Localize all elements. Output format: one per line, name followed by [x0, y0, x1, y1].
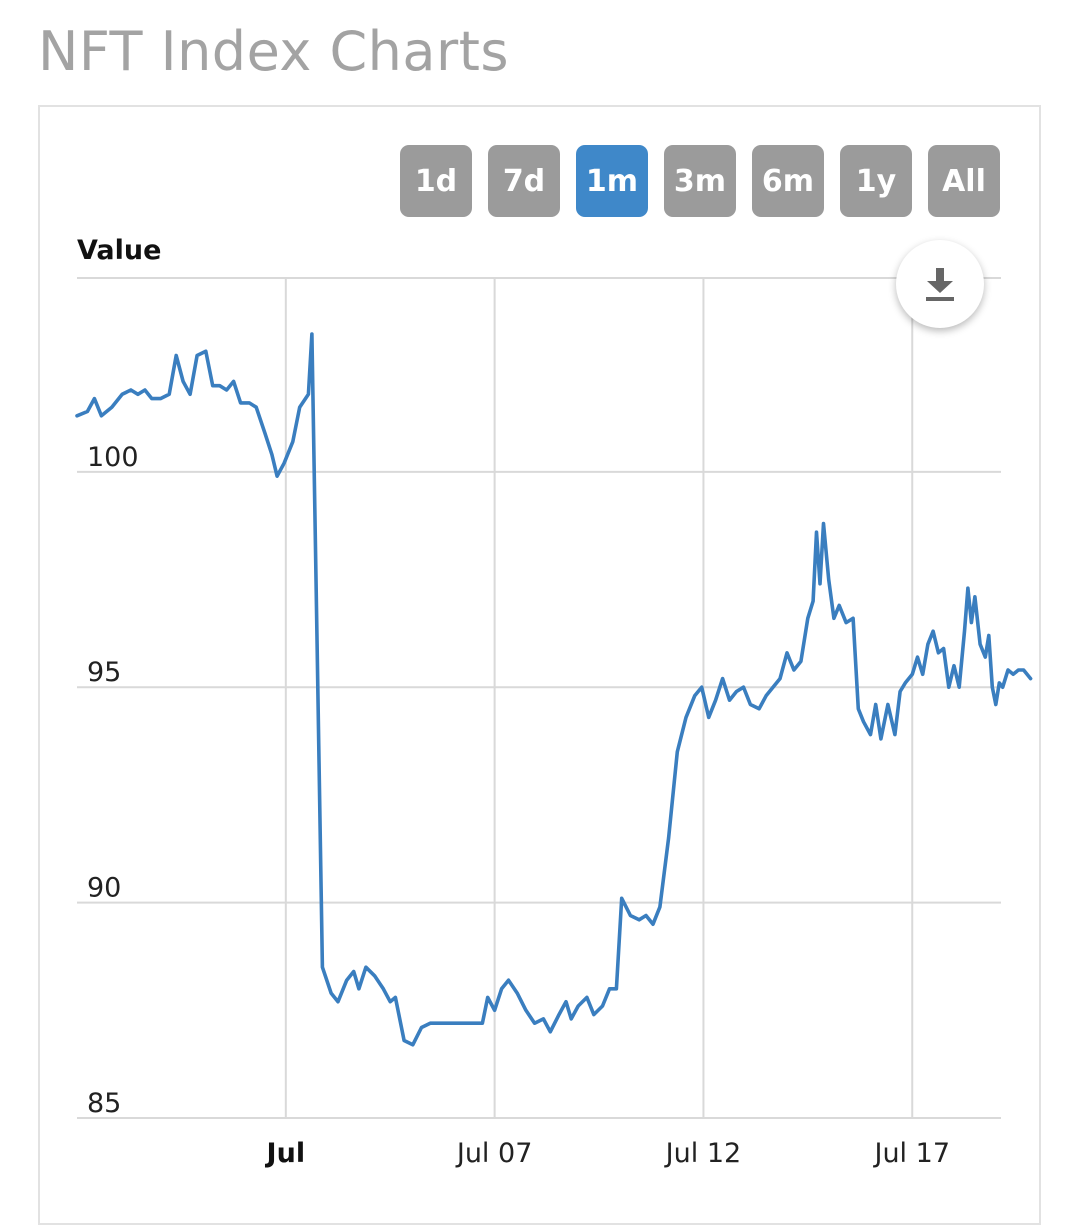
range-button-3m[interactable]: 3m: [664, 145, 736, 217]
range-button-6m[interactable]: 6m: [752, 145, 824, 217]
x-tick-label: Jul: [265, 1138, 306, 1169]
x-tick-label: Jul 07: [455, 1138, 533, 1169]
range-button-7d[interactable]: 7d: [488, 145, 560, 217]
y-tick-label: 95: [87, 657, 121, 688]
series-line: [75, 332, 1033, 1047]
download-icon: [926, 268, 954, 301]
range-button-all[interactable]: All: [928, 145, 1000, 217]
download-button[interactable]: [896, 240, 984, 328]
page-title: NFT Index Charts: [38, 20, 510, 83]
line-chart: Value 85 90 95 100 Jul Jul 07 Jul 12 Jul 17: [75, 235, 1033, 1169]
range-button-1y[interactable]: 1y: [840, 145, 912, 217]
x-tick-label: Jul 17: [872, 1138, 950, 1169]
y-tick-label: 90: [87, 873, 121, 904]
grid: [77, 277, 1001, 1119]
x-ticks: Jul Jul 07 Jul 12 Jul 17: [265, 1138, 950, 1169]
range-button-1d[interactable]: 1d: [400, 145, 472, 217]
x-tick-label: Jul 12: [664, 1138, 742, 1169]
y-axis-title: Value: [77, 235, 161, 266]
y-ticks: 85 90 95 100: [87, 442, 139, 1119]
chart-card: [38, 105, 1041, 1225]
y-tick-label: 100: [87, 442, 139, 473]
range-selector: 1d 7d 1m 3m 6m 1y All: [400, 145, 1000, 217]
y-tick-label: 85: [87, 1088, 121, 1119]
range-button-1m[interactable]: 1m: [576, 145, 648, 217]
